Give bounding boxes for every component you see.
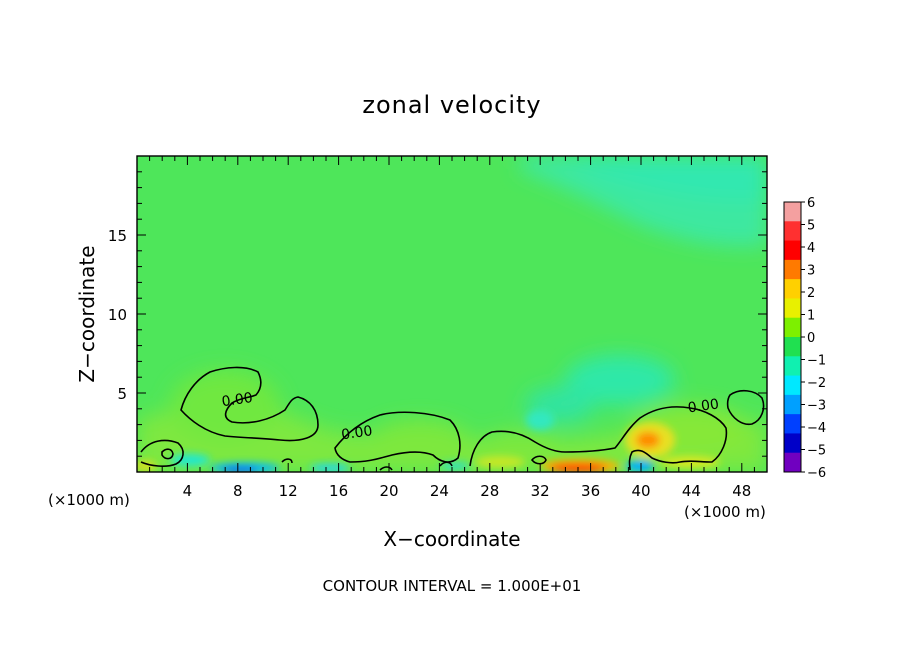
chart-title: zonal velocity — [362, 91, 541, 119]
x-tick-label: 48 — [732, 482, 751, 500]
colorbar-label: 4 — [807, 241, 815, 256]
x-axis-label: X−coordinate — [383, 527, 520, 551]
x-tick-label: 8 — [233, 482, 243, 500]
colorbar-swatch — [784, 279, 801, 299]
colorbar: 6 5 4 3 2 1 0 −1 −2 −3 −4 −5 −6 — [783, 196, 826, 481]
colorbar-swatch — [784, 202, 801, 222]
colorbar-swatch — [784, 240, 801, 261]
contour-interval-note: CONTOUR INTERVAL = 1.000E+01 — [323, 577, 582, 595]
contour-label: 0.00 — [221, 390, 254, 410]
x-tick-label: 20 — [379, 482, 398, 500]
colorbar-swatch — [784, 298, 801, 319]
colorbar-label: −4 — [807, 421, 826, 436]
y-axis-label: Z−coordinate — [75, 245, 99, 382]
x-tick-label: 32 — [531, 482, 550, 500]
y-axis: 5 10 15 — [108, 171, 767, 457]
y-tick-label: 15 — [108, 227, 127, 245]
colorbar-label: 1 — [807, 309, 815, 324]
colorbar-label: −2 — [807, 376, 826, 391]
x-tick-label: 36 — [581, 482, 600, 500]
contour-label: 0.00 — [340, 423, 373, 443]
colorbar-swatch — [784, 452, 801, 473]
colorbar-swatch — [784, 433, 801, 454]
contour-label-group: 0.00 0.00 0.00 — [221, 390, 720, 443]
x-tick-label: 24 — [430, 482, 449, 500]
x-tick-label: 16 — [329, 482, 348, 500]
colorbar-swatch — [784, 394, 801, 415]
x-unit-right: (×1000 m) — [684, 503, 766, 521]
colorbar-label: 3 — [807, 264, 815, 279]
colorbar-swatch — [784, 414, 801, 434]
x-tick-label: 28 — [480, 482, 499, 500]
colorbar-swatch — [784, 337, 801, 357]
x-unit-left: (×1000 m) — [48, 491, 130, 509]
colorbar-label: −6 — [807, 466, 826, 481]
y-tick-label: 5 — [117, 385, 127, 403]
colorbar-swatch — [784, 375, 801, 396]
colorbar-label: −1 — [807, 354, 826, 369]
colorbar-label: 6 — [807, 196, 815, 211]
x-axis: 4 8 12 16 20 24 28 32 36 40 44 48 — [149, 156, 755, 500]
colorbar-swatch — [784, 317, 801, 338]
colorbar-swatch — [784, 221, 801, 242]
colorbar-swatch — [784, 356, 801, 377]
colorbar-label: 5 — [807, 219, 815, 234]
x-tick-label: 4 — [183, 482, 193, 500]
contour-label: 0.00 — [687, 396, 720, 416]
y-tick-label: 10 — [108, 306, 127, 324]
contour-lines — [140, 366, 765, 471]
x-tick-label: 44 — [682, 482, 701, 500]
colorbar-label: −3 — [807, 399, 826, 414]
colorbar-label: 2 — [807, 286, 815, 301]
x-tick-label: 12 — [279, 482, 298, 500]
plot-area — [137, 156, 767, 472]
colorbar-label: 0 — [807, 331, 815, 346]
colorbar-swatch — [784, 259, 801, 280]
x-tick-label: 40 — [631, 482, 650, 500]
colorbar-label: −5 — [807, 444, 826, 459]
